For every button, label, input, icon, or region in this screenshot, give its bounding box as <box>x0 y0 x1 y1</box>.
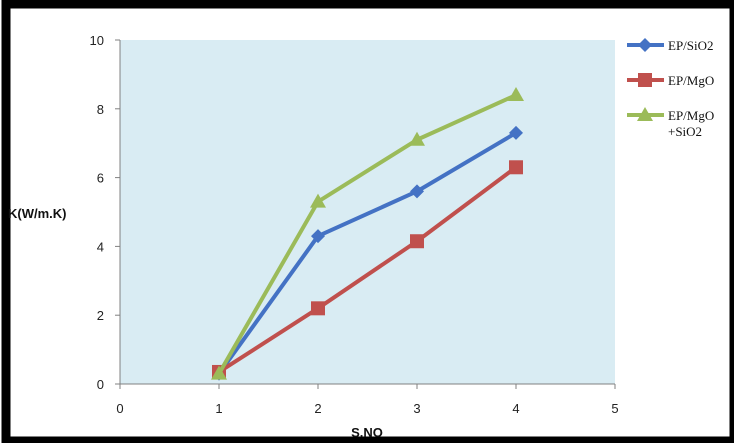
y-tick-label: 4 <box>97 239 104 254</box>
legend-marker <box>638 73 652 87</box>
y-tick-label: 8 <box>97 102 104 117</box>
series-line <box>217 165 518 374</box>
x-tick-label: 1 <box>215 401 222 416</box>
y-tick-label: 0 <box>97 377 104 392</box>
data-point <box>311 229 325 244</box>
axes: 0 2 4 6 8 10 0 1 2 3 4 5 <box>90 33 619 416</box>
data-point <box>509 160 523 175</box>
series-3 <box>211 87 524 380</box>
data-point <box>410 234 424 249</box>
legend-label-line: EP/SiO2 <box>668 38 714 53</box>
y-tick-label: 10 <box>90 33 104 48</box>
y-tick-label: 2 <box>97 308 104 323</box>
series-line <box>217 93 517 375</box>
data-point <box>508 87 524 102</box>
legend-item: EP/MgO +SiO2 <box>627 107 714 139</box>
y-axis-title: K(W/m.K) <box>8 206 67 221</box>
x-tick-label: 3 <box>413 401 420 416</box>
legend-label: EP/MgO +SiO2 <box>668 108 714 139</box>
legend-item: EP/MgO <box>627 73 714 88</box>
x-tick-label: 0 <box>116 401 123 416</box>
series-line <box>217 131 518 375</box>
legend-label-line: +SiO2 <box>668 124 702 139</box>
series-layer <box>211 87 524 381</box>
x-tick-label: 2 <box>314 401 321 416</box>
legend-label-line: EP/MgO <box>668 73 714 88</box>
y-tick-label: 6 <box>97 171 104 186</box>
legend-label: EP/MgO <box>668 73 714 88</box>
legend-marker <box>638 38 652 52</box>
legend-label-line: EP/MgO <box>668 108 714 123</box>
data-point <box>509 125 523 140</box>
data-point <box>410 184 424 199</box>
legend-marker <box>637 107 653 121</box>
legend-label: EP/SiO2 <box>668 38 714 53</box>
x-axis-title: S.NO <box>351 425 383 440</box>
legend-item: EP/SiO2 <box>627 38 714 53</box>
data-point <box>310 193 326 208</box>
data-point <box>311 301 325 316</box>
x-tick-label: 5 <box>611 401 618 416</box>
data-point <box>409 131 425 146</box>
data-point <box>211 365 227 380</box>
x-tick-label: 4 <box>512 401 519 416</box>
